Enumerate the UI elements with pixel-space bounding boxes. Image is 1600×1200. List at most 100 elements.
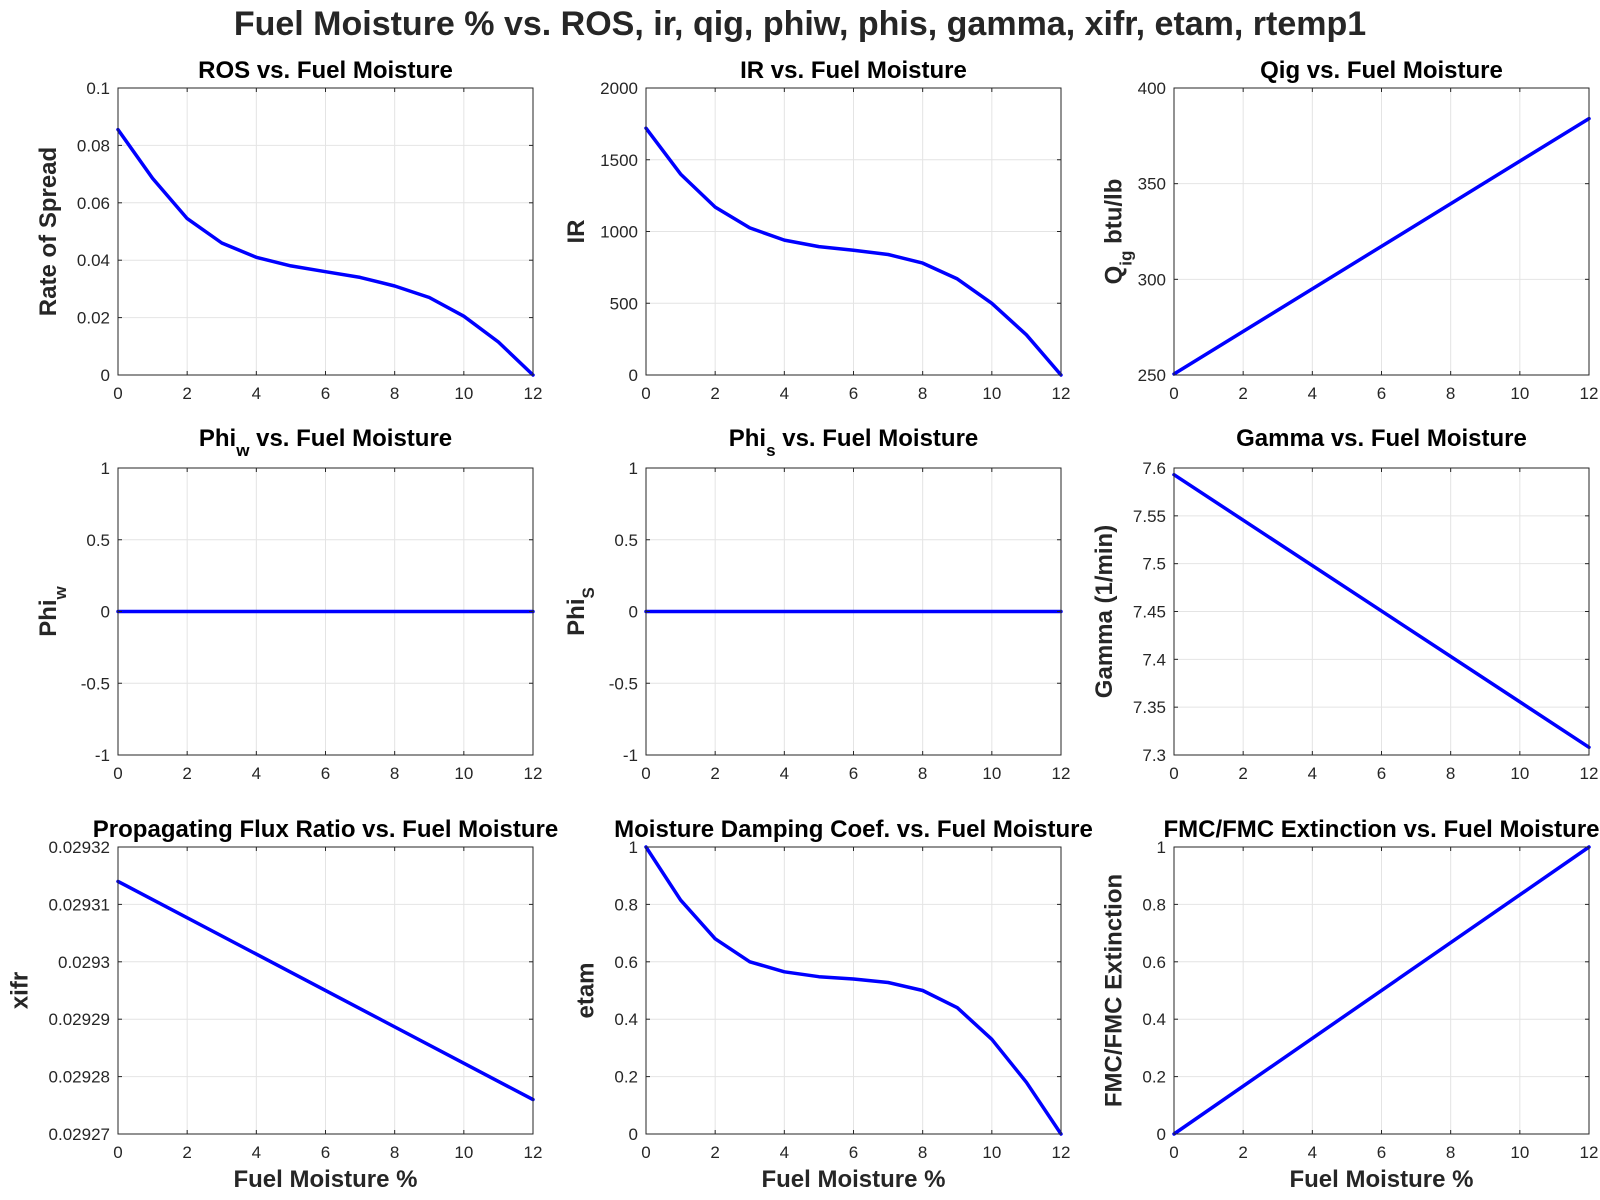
y-axis-label-main: IR	[563, 220, 590, 244]
y-tick-label: 1	[1157, 838, 1166, 857]
subplot-title-main: Qig vs. Fuel Moisture	[1260, 57, 1503, 84]
subplot-title-main: Phi	[199, 425, 236, 452]
figure-title: Fuel Moisture % vs. ROS, ir, qig, phiw, …	[234, 5, 1366, 43]
y-tick-label: 0.2	[1142, 1068, 1166, 1087]
subplot-title-subscript: w	[235, 441, 250, 460]
subplot-title-main: Phi	[729, 425, 766, 452]
x-tick-label: 4	[780, 1143, 789, 1162]
y-tick-label: 0	[1157, 1125, 1166, 1144]
x-tick-label: 12	[524, 764, 543, 783]
x-tick-label: 6	[1377, 764, 1386, 783]
y-tick-label: 1	[101, 459, 110, 478]
x-tick-label: 2	[1238, 764, 1247, 783]
y-tick-label: 0.8	[614, 895, 638, 914]
x-tick-label: 12	[524, 1143, 543, 1162]
x-tick-label: 2	[710, 764, 719, 783]
y-tick-label: 300	[1138, 270, 1166, 289]
y-axis-label-subscript: S	[579, 587, 598, 598]
y-tick-label: 400	[1138, 79, 1166, 98]
subplot-xifr: 0 2 4 6 8 10 12 0.02927 0.02928 0.02929 0.0293 0.02…	[7, 816, 559, 1193]
x-tick-label: 4	[780, 384, 789, 403]
x-tick-label: 6	[849, 384, 858, 403]
x-tick-label: 10	[982, 384, 1001, 403]
y-tick-label: -1	[95, 746, 110, 765]
y-axis-label-main: FMC/FMC Extinction	[1101, 874, 1128, 1107]
y-tick-label: 0.04	[77, 251, 110, 270]
y-tick-label: 350	[1138, 175, 1166, 194]
y-axis-label-main: Gamma (1/min)	[1091, 525, 1118, 698]
x-tick-label: 10	[454, 384, 473, 403]
subplot-title-main: Moisture Damping Coef. vs. Fuel Moisture	[614, 816, 1093, 843]
x-tick-label: 0	[1169, 384, 1178, 403]
x-tick-label: 12	[1052, 384, 1071, 403]
x-tick-label: 0	[1169, 764, 1178, 783]
x-tick-label: 6	[321, 764, 330, 783]
y-axis-label-main: Phi	[35, 599, 62, 636]
y-axis-label-main: Phi	[563, 599, 590, 636]
x-tick-label: 4	[252, 384, 261, 403]
y-tick-label: 0	[629, 366, 638, 385]
x-tick-label: 0	[641, 384, 650, 403]
y-tick-label: 0.4	[614, 1010, 638, 1029]
y-tick-label: 0.5	[614, 531, 638, 550]
y-axis-label: Gamma (1/min)	[1091, 525, 1118, 698]
x-tick-label: 6	[1377, 384, 1386, 403]
y-tick-label: 500	[610, 294, 638, 313]
y-tick-label: 0.5	[86, 531, 110, 550]
y-tick-label: -0.5	[609, 674, 638, 693]
y-tick-label: 0.4	[1142, 1010, 1166, 1029]
x-tick-label: 2	[182, 1143, 191, 1162]
y-tick-label: 0.02931	[49, 895, 110, 914]
x-tick-label: 12	[1580, 764, 1599, 783]
y-tick-label: 7.5	[1142, 555, 1166, 574]
x-tick-label: 10	[454, 1143, 473, 1162]
subplot-title: Phiw vs. Fuel Moisture	[199, 425, 452, 460]
y-tick-label: 0.0293	[58, 953, 110, 972]
x-tick-label: 0	[641, 764, 650, 783]
x-tick-label: 8	[1446, 384, 1455, 403]
x-axis-label: Fuel Moisture %	[233, 1166, 417, 1193]
y-tick-label: 0.8	[1142, 895, 1166, 914]
x-tick-label: 6	[849, 1143, 858, 1162]
x-tick-label: 8	[918, 1143, 927, 1162]
x-axis-label: Fuel Moisture %	[1289, 1166, 1473, 1193]
subplot-title: IR vs. Fuel Moisture	[740, 57, 967, 84]
x-tick-label: 4	[252, 764, 261, 783]
y-tick-label: 1500	[600, 151, 638, 170]
x-tick-label: 2	[1238, 1143, 1247, 1162]
x-tick-label: 10	[1510, 764, 1529, 783]
y-axis-label: Rate of Spread	[35, 147, 62, 316]
subplot-gamma: 0 2 4 6 8 10 12 7.3 7.35 7.4 7.45 7.5 7.55 7.6 Gamma v…	[1091, 425, 1598, 783]
x-tick-label: 12	[1580, 384, 1599, 403]
y-axis-label: IR	[563, 220, 590, 244]
y-tick-label: 0.02	[77, 309, 110, 328]
y-tick-label: 0.02929	[49, 1010, 110, 1029]
x-tick-label: 8	[1446, 1143, 1455, 1162]
y-axis-label-rest: btu/lb	[1101, 179, 1128, 251]
y-tick-label: 2000	[600, 79, 638, 98]
subplot-title-rest: vs. Fuel Moisture	[776, 425, 979, 452]
y-axis-label: Phiw	[35, 585, 70, 636]
x-tick-label: 6	[321, 384, 330, 403]
x-tick-label: 8	[1446, 764, 1455, 783]
y-tick-label: 0	[101, 603, 110, 622]
y-tick-label: 7.55	[1133, 507, 1166, 526]
x-tick-label: 8	[918, 764, 927, 783]
y-tick-label: 7.6	[1142, 459, 1166, 478]
y-tick-label: 0	[101, 366, 110, 385]
x-tick-label: 0	[1169, 1143, 1178, 1162]
y-tick-label: -0.5	[81, 674, 110, 693]
subplot-title: FMC/FMC Extinction vs. Fuel Moisture	[1163, 816, 1599, 843]
x-tick-label: 4	[1308, 764, 1317, 783]
x-tick-label: 0	[113, 764, 122, 783]
y-tick-label: 0.1	[86, 79, 110, 98]
x-tick-label: 0	[113, 1143, 122, 1162]
y-tick-label: 1	[629, 838, 638, 857]
x-tick-label: 10	[454, 764, 473, 783]
x-tick-label: 10	[1510, 1143, 1529, 1162]
y-axis-label-subscript: w	[51, 585, 70, 600]
subplot-title: ROS vs. Fuel Moisture	[198, 57, 453, 84]
y-axis-label-subscript: ig	[1116, 251, 1135, 266]
